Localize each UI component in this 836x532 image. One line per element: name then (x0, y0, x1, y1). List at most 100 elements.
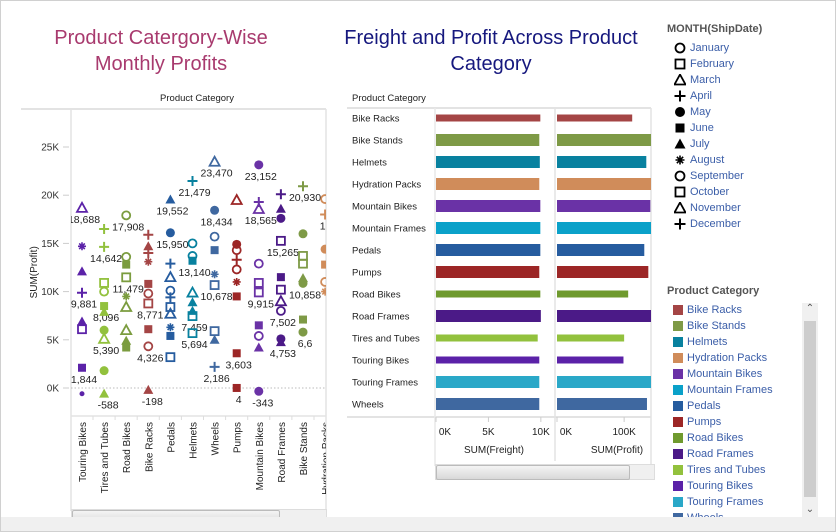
month-legend-item[interactable]: April (674, 90, 712, 102)
month-legend-item[interactable]: March (674, 74, 721, 86)
data-label: 4,753 (270, 348, 296, 360)
data-point (275, 305, 286, 316)
x-tick-label: 0K (439, 427, 452, 438)
data-label: 10,678 (201, 291, 233, 303)
bar-hscrollbar[interactable] (435, 464, 655, 480)
data-label: 9,881 (71, 299, 97, 311)
data-point (209, 334, 220, 344)
data-label: 19,552 (156, 206, 188, 218)
plus-shape (77, 287, 87, 298)
circle-shape (121, 210, 132, 221)
category-legend-item[interactable]: Tires and Tubes (673, 464, 765, 476)
circle-shape (121, 251, 132, 262)
data-point (275, 337, 286, 347)
square-open-icon (674, 186, 686, 198)
month-legend-item[interactable]: December (674, 218, 741, 230)
data-point (252, 202, 266, 214)
category-legend-item[interactable]: Hydration Packs (673, 352, 767, 364)
data-point (187, 328, 198, 339)
category-legend-item[interactable]: Bike Racks (673, 304, 742, 316)
bar-freight (436, 114, 541, 122)
data-label: 18,434 (201, 216, 233, 228)
plot-area: Touring Bikes 18,688 9,881 1,844 Tires and T… (68, 154, 332, 495)
data-label: 6,6 (298, 338, 313, 350)
asterisk-shape (122, 292, 131, 301)
square-open-icon (674, 58, 686, 70)
row-label: Wheels (352, 400, 384, 411)
data-point (75, 200, 89, 213)
data-point (210, 246, 219, 255)
data-point (187, 297, 198, 307)
month-legend-item[interactable]: February (674, 58, 734, 70)
color-swatch (673, 353, 683, 363)
data-point (100, 302, 109, 311)
category-legend-item[interactable]: Wheels (673, 512, 724, 517)
scroll-up-icon[interactable]: ⌃ (805, 303, 815, 314)
row-label: Bike Racks (352, 114, 400, 125)
circle-shape (99, 325, 109, 335)
data-label: 18,688 (68, 214, 100, 226)
category-legend-item[interactable]: Road Bikes (673, 432, 743, 444)
data-point (298, 251, 308, 261)
month-legend-item[interactable]: September (674, 170, 744, 182)
row-label: Helmets (352, 158, 387, 169)
square-open-icon (674, 58, 686, 70)
circle-shape (276, 213, 286, 223)
bar-hscroll-thumb[interactable] (436, 465, 630, 480)
data-point (298, 181, 308, 192)
asterisk-icon (675, 155, 685, 165)
category-legend-item[interactable]: Pumps (673, 416, 721, 428)
month-legend-item[interactable]: June (674, 122, 714, 134)
data-point (163, 270, 177, 283)
color-swatch (673, 401, 683, 411)
month-legend-item[interactable]: July (674, 138, 710, 150)
x-tick-label: Wheels (211, 422, 222, 455)
legend-vscroll-thumb[interactable] (804, 321, 816, 497)
square-shape (210, 246, 219, 255)
x-tick-label: Hydration Packs (321, 422, 332, 495)
data-point (187, 238, 198, 249)
data-point (187, 311, 198, 321)
data-point (254, 160, 264, 170)
category-legend-item[interactable]: Touring Bikes (673, 480, 753, 492)
data-label: 5,390 (93, 345, 119, 357)
circle-shape (674, 42, 686, 54)
data-point (79, 391, 85, 397)
scroll-down-icon[interactable]: ⌄ (805, 504, 815, 515)
data-point (208, 154, 222, 167)
asterisk-icon (675, 155, 685, 165)
data-point (166, 323, 175, 332)
triangle-shape (121, 335, 132, 345)
scatter-chart: Product Category 0K 5K 10K 15K 20K 25K SUM(Prof… (21, 93, 332, 511)
month-legend-item[interactable]: August (674, 154, 724, 166)
square-filled-icon (675, 123, 685, 133)
category-legend-item[interactable]: Road Frames (673, 448, 754, 460)
square-shape (209, 280, 220, 290)
category-legend-item[interactable]: Mountain Bikes (673, 368, 762, 380)
bar-profit (557, 156, 647, 168)
category-legend-item[interactable]: Bike Stands (673, 320, 746, 332)
data-point (121, 251, 132, 262)
data-label: 21,479 (178, 187, 210, 199)
bar-profit (557, 398, 647, 410)
legend-vscrollbar[interactable]: ⌃ ⌄ (802, 303, 818, 517)
month-label: July (690, 138, 710, 150)
data-point (143, 384, 154, 394)
color-swatch (673, 321, 683, 331)
bar-freight (436, 376, 540, 388)
data-point (99, 278, 109, 288)
triangle-shape (275, 203, 286, 213)
month-legend-item[interactable]: May (674, 106, 711, 118)
category-legend-item[interactable]: Helmets (673, 336, 727, 348)
month-legend-item[interactable]: November (674, 202, 741, 214)
category-legend-item[interactable]: Touring Frames (673, 496, 763, 508)
category-label: Bike Stands (687, 320, 746, 332)
category-legend-item[interactable]: Mountain Frames (673, 384, 773, 396)
x-axis-title: SUM(Freight) (464, 445, 524, 456)
month-legend-item[interactable]: October (674, 186, 729, 198)
square-shape (674, 186, 686, 198)
category-legend-item[interactable]: Pedals (673, 400, 721, 412)
month-legend-item[interactable]: January (674, 42, 729, 54)
data-label: 18,565 (245, 215, 277, 227)
square-shape (321, 260, 326, 269)
